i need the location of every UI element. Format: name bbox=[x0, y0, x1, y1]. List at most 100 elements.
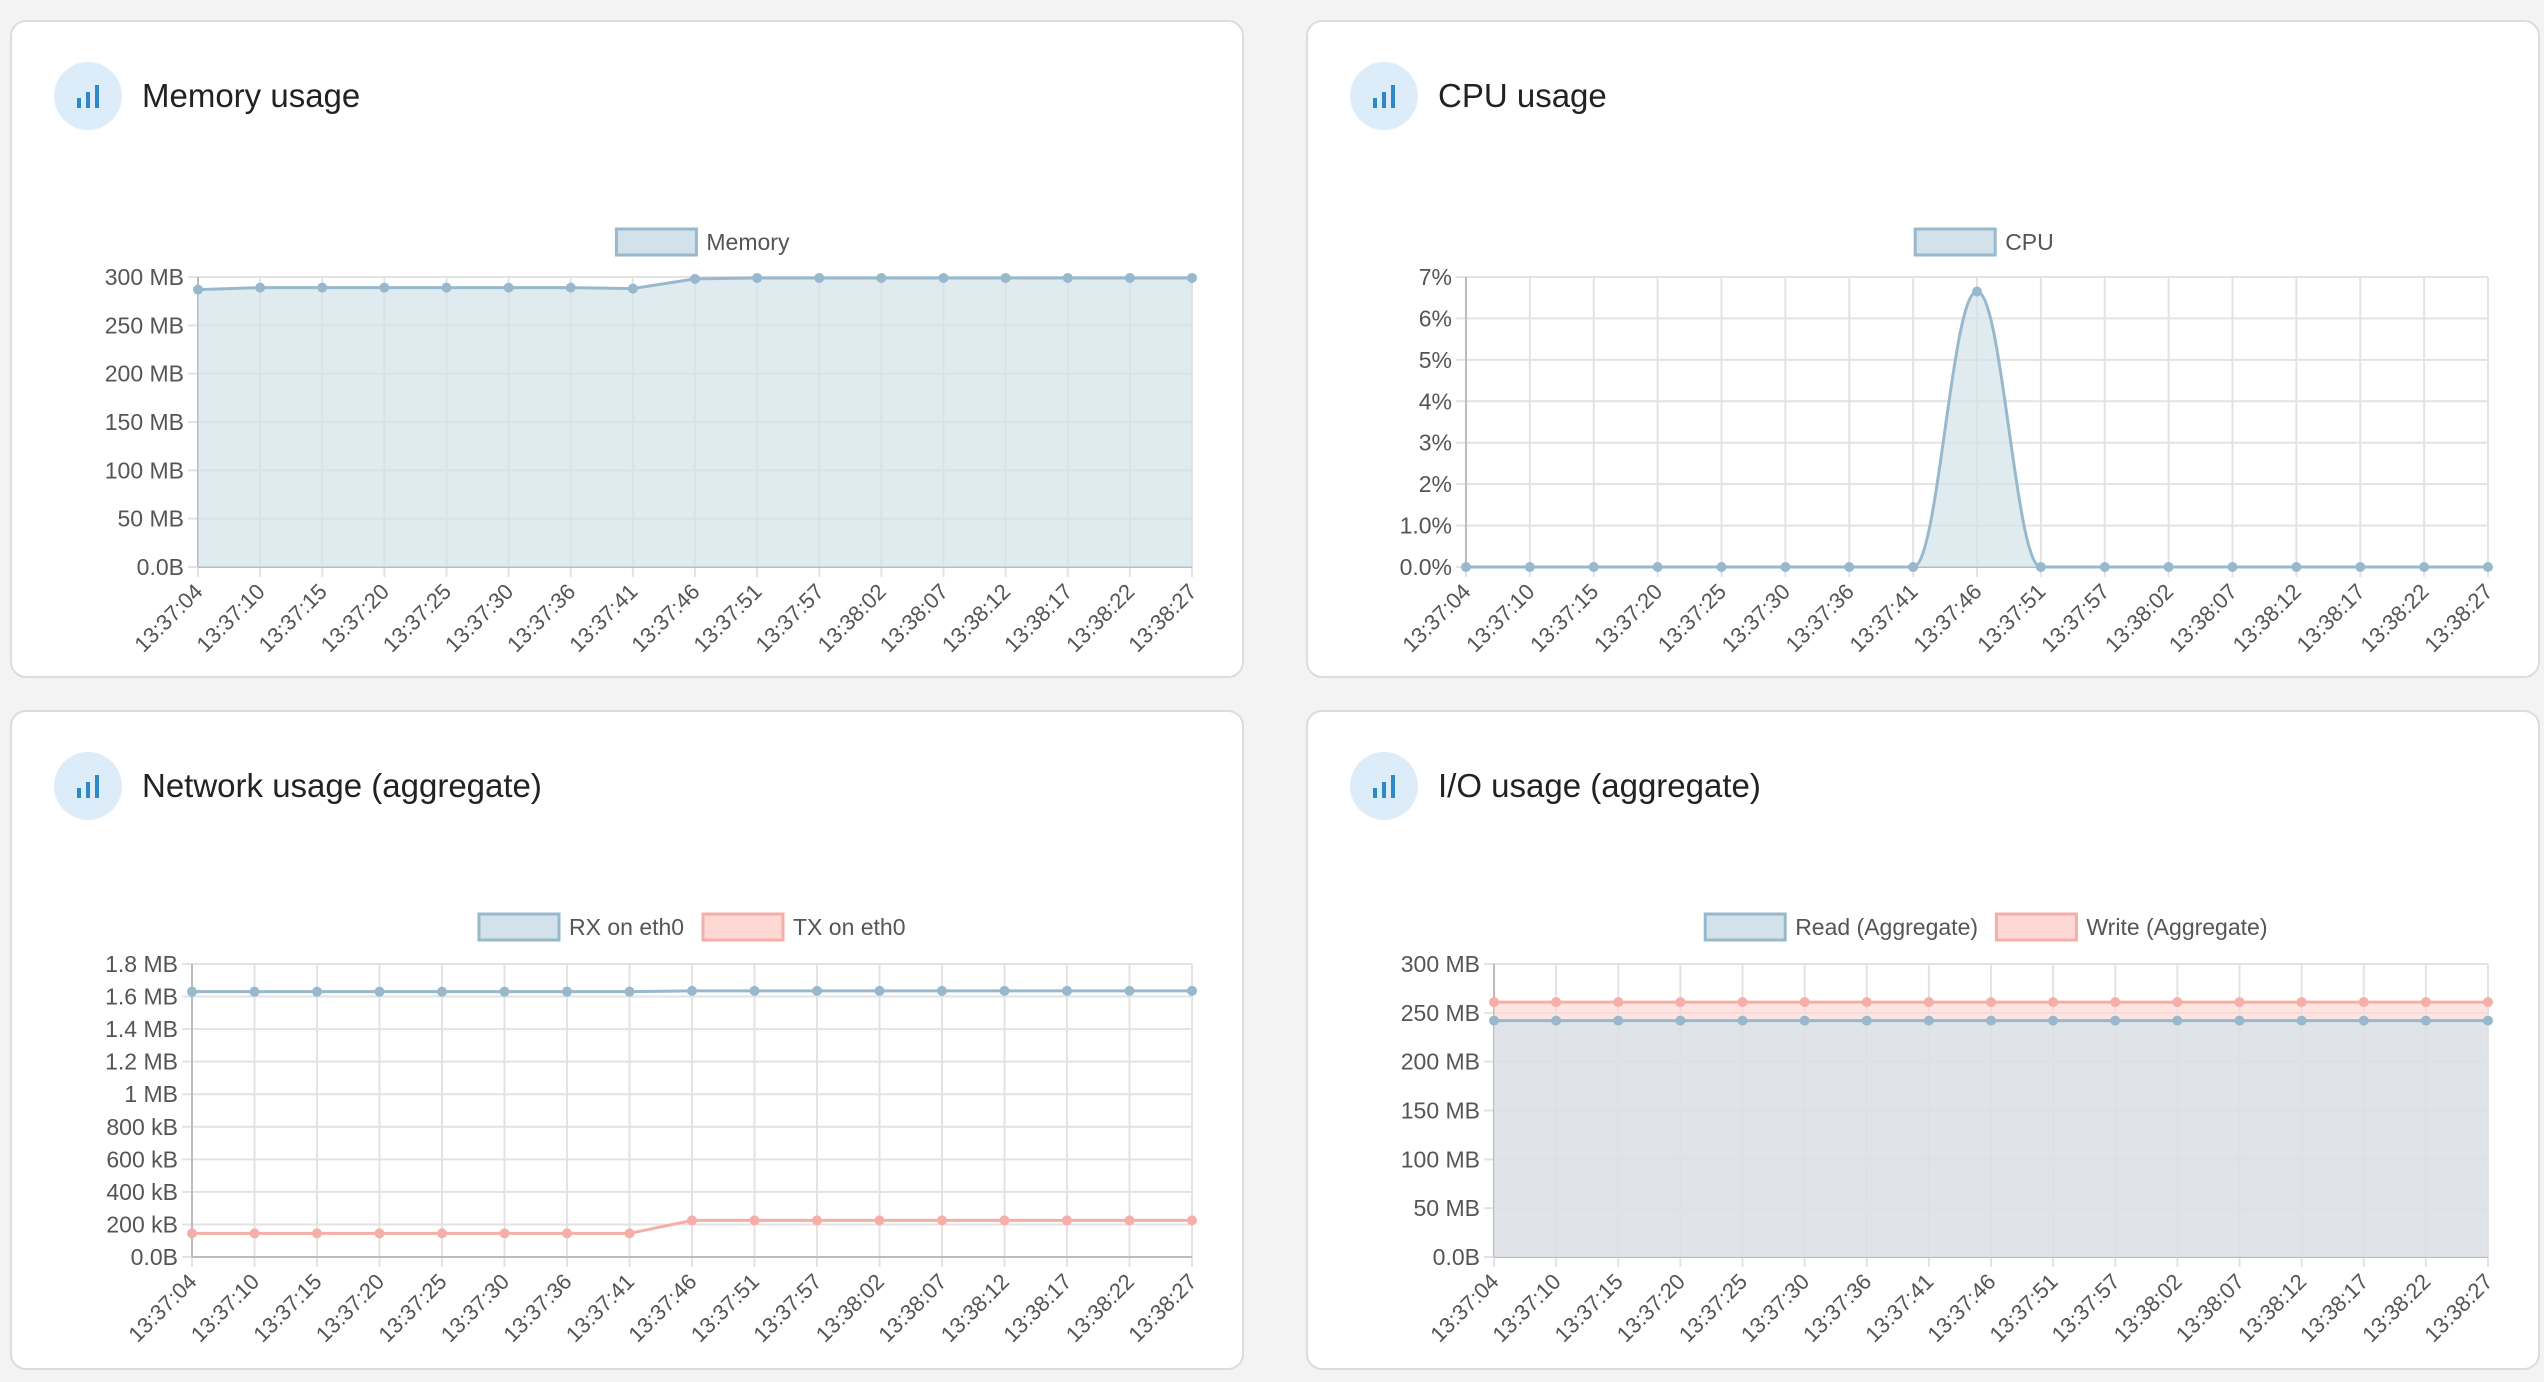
x-tick-label: 13:37:57 bbox=[751, 579, 829, 657]
data-point bbox=[562, 986, 572, 997]
memory-usage-chart: Memory 0.0B 50 MB 100 MB 150 MB 200 MB 250 MB 3… bbox=[105, 227, 1202, 657]
x-tick-label: 13:37:15 bbox=[1550, 1269, 1628, 1347]
x-tick-label: 13:37:36 bbox=[1781, 579, 1859, 657]
data-point bbox=[1062, 985, 1072, 996]
data-point bbox=[1124, 1215, 1135, 1226]
card-title: I/O usage (aggregate) bbox=[1438, 767, 1761, 804]
x-tick-label: 13:37:46 bbox=[1908, 579, 1986, 657]
data-point bbox=[2227, 562, 2238, 572]
x-tick-label: 13:37:36 bbox=[502, 579, 580, 657]
x-tick-label: 13:38:17 bbox=[998, 1269, 1076, 1347]
card-header: I/O usage (aggregate) bbox=[1350, 752, 1761, 820]
data-point bbox=[1062, 1215, 1072, 1226]
bar-chart-icon bbox=[54, 62, 122, 130]
data-point bbox=[312, 986, 322, 997]
bar-chart-icon bbox=[1350, 752, 1418, 820]
data-point bbox=[1124, 985, 1135, 996]
data-point bbox=[999, 1215, 1010, 1226]
data-point bbox=[1187, 985, 1197, 996]
data-point bbox=[2483, 562, 2493, 572]
data-point bbox=[1524, 562, 1535, 572]
data-point bbox=[2420, 997, 2431, 1008]
series-area bbox=[1466, 291, 2488, 567]
x-tick-label: 13:37:20 bbox=[316, 579, 394, 657]
y-tick-label: 7% bbox=[1419, 264, 1452, 290]
y-tick-label: 200 MB bbox=[105, 361, 184, 387]
x-tick-label: 13:37:30 bbox=[436, 1269, 514, 1347]
data-point bbox=[499, 986, 510, 997]
data-point bbox=[2483, 1015, 2493, 1026]
legend-swatch bbox=[477, 912, 561, 942]
x-tick-label: 13:37:04 bbox=[1425, 1269, 1503, 1347]
data-point bbox=[2163, 562, 2174, 572]
y-tick-label: 50 MB bbox=[1414, 1195, 1480, 1221]
x-tick-label: 13:37:10 bbox=[191, 579, 269, 657]
x-tick-label: 13:37:15 bbox=[254, 579, 332, 657]
data-point bbox=[1613, 1015, 1624, 1026]
data-point bbox=[687, 1215, 697, 1226]
data-point bbox=[1489, 997, 1499, 1008]
x-tick-label: 13:37:46 bbox=[623, 1269, 701, 1347]
x-tick-label: 13:37:25 bbox=[378, 579, 456, 657]
data-point bbox=[193, 284, 203, 295]
data-point bbox=[2110, 997, 2121, 1008]
data-point bbox=[255, 282, 266, 293]
y-tick-label: 5% bbox=[1419, 347, 1452, 373]
y-tick-label: 250 MB bbox=[105, 312, 184, 338]
card-header: CPU usage bbox=[1350, 62, 1607, 130]
x-tick-label: 13:38:17 bbox=[2292, 579, 2370, 657]
data-point bbox=[1780, 562, 1791, 572]
x-tick-label: 13:37:20 bbox=[1612, 1269, 1690, 1347]
x-tick-label: 13:38:27 bbox=[1123, 579, 1201, 657]
x-tick-label: 13:38:12 bbox=[2233, 1269, 2311, 1347]
x-tick-label: 13:37:04 bbox=[129, 579, 207, 657]
cpu-usage-chart: CPU0.0%1.0%2%3%4%5%6%7%13:37:0413:37:101… bbox=[1397, 227, 2498, 657]
data-point bbox=[1716, 562, 1727, 572]
legend-label: CPU bbox=[2005, 229, 2054, 255]
x-tick-label: 13:37:15 bbox=[248, 1269, 326, 1347]
data-point bbox=[627, 283, 638, 294]
x-tick-label: 13:37:25 bbox=[1674, 1269, 1752, 1347]
bar-chart-icon bbox=[1350, 62, 1418, 130]
io-usage-card: I/O usage (aggregate) Read (Aggregate) Wr… bbox=[1306, 710, 2540, 1370]
data-point bbox=[1551, 997, 1562, 1008]
y-tick-label: 100 MB bbox=[105, 457, 184, 483]
data-point bbox=[2358, 997, 2369, 1008]
data-point bbox=[1844, 562, 1855, 572]
x-tick-label: 13:38:27 bbox=[2419, 579, 2497, 657]
data-point bbox=[1799, 997, 1810, 1008]
y-tick-label: 0.0B bbox=[137, 554, 184, 580]
y-tick-label: 150 MB bbox=[1401, 1098, 1480, 1124]
data-point bbox=[2172, 997, 2183, 1008]
data-point bbox=[2048, 997, 2059, 1008]
y-tick-label: 250 MB bbox=[1401, 1000, 1480, 1026]
x-tick-label: 13:37:51 bbox=[688, 579, 766, 657]
series-area bbox=[1494, 1020, 2488, 1257]
x-tick-label: 13:37:04 bbox=[1397, 579, 1475, 657]
data-point bbox=[441, 282, 452, 293]
legend-swatch bbox=[701, 912, 785, 942]
x-tick-label: 13:37:41 bbox=[561, 1269, 639, 1347]
y-tick-label: 3% bbox=[1419, 430, 1452, 456]
card-header: Memory usage bbox=[54, 62, 360, 130]
y-tick-label: 4% bbox=[1419, 388, 1452, 414]
card-title: Memory usage bbox=[142, 77, 361, 114]
y-tick-label: 300 MB bbox=[105, 264, 184, 290]
x-tick-label: 13:37:36 bbox=[1798, 1269, 1876, 1347]
y-tick-label: 1.2 MB bbox=[105, 1049, 178, 1075]
y-tick-label: 0.0B bbox=[131, 1244, 178, 1270]
legend-swatch bbox=[614, 227, 698, 257]
x-tick-label: 13:38:12 bbox=[937, 579, 1015, 657]
data-point bbox=[317, 282, 328, 293]
y-tick-label: 1.0% bbox=[1400, 513, 1452, 539]
x-tick-label: 13:38:12 bbox=[936, 1269, 1014, 1347]
io-usage-chart: Read (Aggregate) Write (Aggregate) 0.0B 50 … bbox=[1401, 912, 2498, 1347]
bar-chart-icon bbox=[54, 752, 122, 820]
x-tick-label: 13:37:30 bbox=[1717, 579, 1795, 657]
data-point bbox=[2296, 1015, 2307, 1026]
x-tick-label: 13:37:36 bbox=[498, 1269, 576, 1347]
data-point bbox=[937, 1215, 947, 1226]
data-point bbox=[624, 1228, 635, 1239]
data-point bbox=[187, 1228, 197, 1239]
data-point bbox=[752, 272, 763, 283]
